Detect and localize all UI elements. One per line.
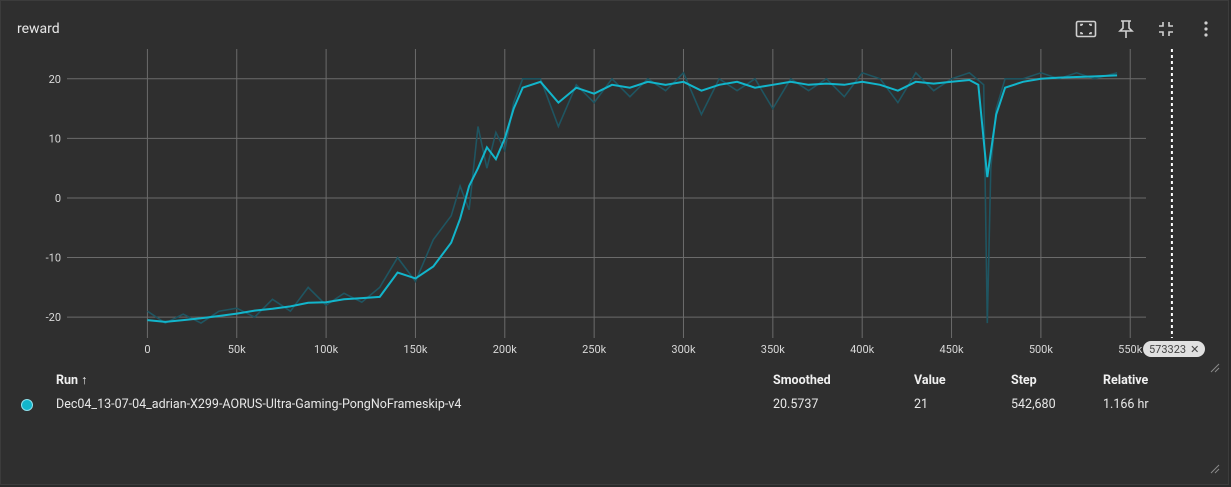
x-tick-label: 150k [403,343,428,356]
fit-domain-icon [1075,20,1097,38]
hover-step-badge[interactable]: 573323 ✕ [1143,341,1206,357]
chart-lines [146,71,1118,325]
raw-series-line [146,71,1118,325]
collapse-icon [1159,22,1173,36]
collapse-button[interactable] [1154,17,1178,41]
x-tick-label: 0 [144,343,150,356]
header-value[interactable]: Value [914,373,946,388]
y-tick-label: -20 [46,311,61,324]
table-resize-handle[interactable] [1210,459,1220,474]
x-tick-label: 300k [671,343,696,356]
chart-grid [67,49,1146,338]
fit-domain-button[interactable] [1074,17,1098,41]
y-tick-label: 10 [49,132,61,145]
resize-icon [1210,363,1220,373]
smoothed-series-line [147,74,1118,323]
run-relative: 1.166 hr [1103,397,1149,412]
x-tick-label: 450k [939,343,964,356]
card-toolbar [1074,17,1218,41]
pin-button[interactable] [1114,17,1138,41]
x-tick-label: 200k [493,343,518,356]
header-relative[interactable]: Relative [1103,373,1149,388]
pin-icon [1118,20,1134,38]
y-tick-label: -10 [46,252,61,265]
header-smoothed[interactable]: Smoothed [773,373,831,388]
run-value: 21 [914,397,929,412]
run-step: 542,680 [1011,397,1056,412]
x-tick-label: 500k [1029,343,1054,356]
more-options-button[interactable] [1194,17,1218,41]
reward-chart[interactable]: 0 50k 100k 150k 200k 250k 300k 350k 400k 450k 500k… [1,49,1230,359]
run-color-swatch [21,399,33,411]
y-tick-label: 20 [49,73,61,86]
close-icon[interactable]: ✕ [1190,342,1200,356]
y-tick-label: 0 [55,192,61,205]
hover-step-label: 573323 [1149,342,1187,356]
card-title: reward [17,21,60,37]
header-step[interactable]: Step [1011,373,1037,388]
more-vert-icon [1204,21,1208,37]
x-tick-label: 250k [582,343,607,356]
x-tick-label: 350k [761,343,786,356]
x-tick-label: 50k [228,343,246,356]
run-name: Dec04_13-07-04_adrian-X299-AORUS-Ultra-G… [56,397,462,412]
chart-ticks: 0 50k 100k 150k 200k 250k 300k 350k 400k 450k 500k… [46,73,1143,356]
chart-resize-handle[interactable] [1210,358,1220,373]
resize-icon [1210,464,1220,474]
run-smoothed: 20.5737 [773,397,819,412]
header-run[interactable]: Run ↑ [56,373,88,388]
x-tick-label: 400k [850,343,875,356]
x-tick-label: 550k [1118,343,1143,356]
x-tick-label: 100k [314,343,339,356]
